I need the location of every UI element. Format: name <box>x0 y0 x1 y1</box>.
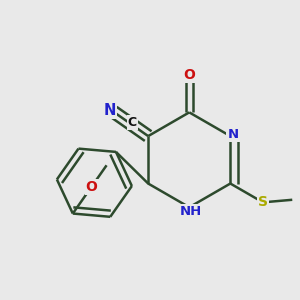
Text: S: S <box>258 195 268 209</box>
Text: O: O <box>85 180 98 194</box>
Text: NH: NH <box>180 205 202 218</box>
Text: N: N <box>227 128 239 141</box>
Text: C: C <box>128 116 137 129</box>
Text: N: N <box>104 103 116 118</box>
Text: O: O <box>183 68 195 82</box>
